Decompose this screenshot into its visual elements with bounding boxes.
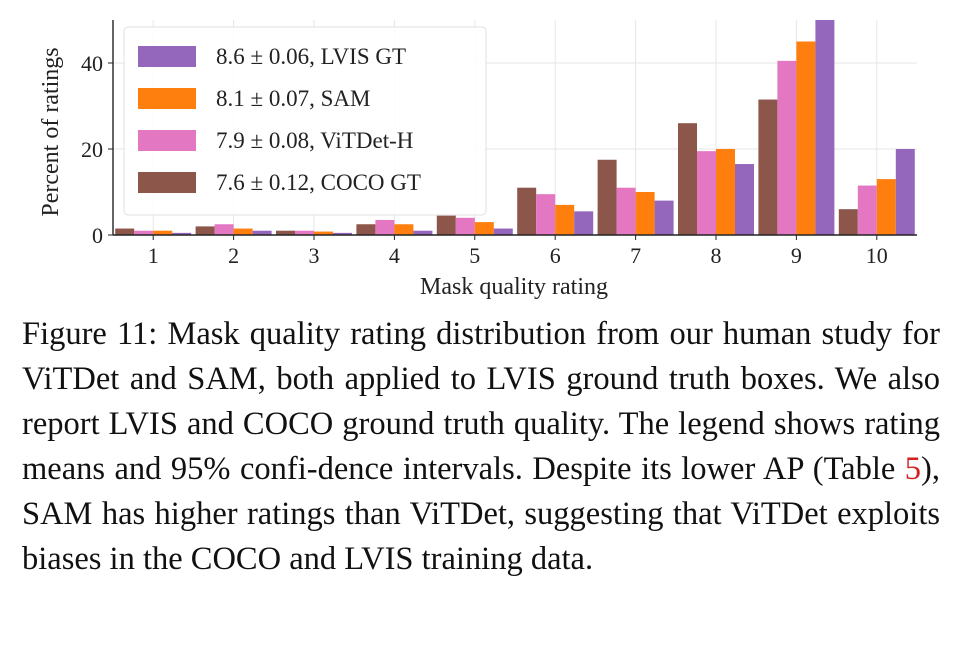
bar-vitdet-h-4 [375, 219, 395, 235]
bar-vitdet-h-9 [777, 60, 797, 235]
bar-coco-gt-8 [678, 123, 697, 235]
legend-swatch [138, 172, 196, 193]
legend-label: 7.9 ± 0.08, ViTDet-H [216, 128, 413, 153]
bar-coco-gt-5 [436, 215, 456, 235]
bar-sam-3 [314, 231, 333, 235]
bar-coco-gt-7 [597, 159, 617, 235]
bar-coco-gt-2 [195, 226, 215, 235]
bar-coco-gt-4 [356, 224, 376, 235]
bar-lvis-gt-3 [333, 232, 352, 235]
bar-lvis-gt-5 [493, 228, 513, 235]
bar-vitdet-h-2 [214, 224, 234, 235]
x-tick-label: 1 [148, 243, 159, 268]
bar-sam-8 [716, 149, 735, 235]
bar-sam-9 [796, 41, 816, 235]
y-tick-label: 40 [81, 51, 103, 76]
bar-coco-gt-10 [838, 209, 858, 235]
y-axis-label: Percent of ratings [38, 47, 64, 216]
bar-coco-gt-9 [758, 99, 778, 235]
x-tick-label: 8 [711, 243, 722, 268]
caption-text: Figure 11: Mask quality rating distribut… [22, 316, 940, 487]
axes [112, 20, 917, 236]
legend-swatch [138, 46, 196, 67]
bar-lvis-gt-6 [574, 211, 594, 235]
table-reference-link[interactable]: 5 [904, 451, 922, 487]
legend-swatch [138, 88, 196, 109]
legend-frame [123, 26, 487, 216]
legend-swatch [138, 130, 196, 151]
x-tick-label: 6 [550, 243, 561, 268]
bar-sam-5 [474, 222, 494, 235]
x-tick-label: 5 [469, 243, 480, 268]
bar-vitdet-h-10 [857, 185, 877, 235]
bar-vitdet-h-5 [455, 217, 475, 235]
bar-vitdet-h-3 [295, 230, 314, 235]
bar-lvis-gt-10 [895, 149, 915, 235]
bar-vitdet-h-8 [697, 151, 716, 235]
bar-sam-2 [233, 228, 253, 235]
bar-sam-6 [555, 204, 575, 235]
x-tick-label: 7 [630, 243, 641, 268]
x-tick-label: 3 [309, 243, 320, 268]
bar-vitdet-h-6 [536, 194, 556, 235]
y-tick-label: 20 [81, 137, 103, 162]
bar-lvis-gt-2 [252, 230, 272, 235]
bar-lvis-gt-1 [172, 232, 192, 235]
bar-coco-gt-3 [276, 230, 295, 235]
legend: 8.6 ± 0.06, LVIS GT 8.1 ± 0.07, SAM 7.9 ± … [123, 26, 487, 216]
bar-coco-gt-1 [115, 228, 135, 235]
figure-caption: Figure 11: Mask quality rating distribut… [22, 312, 940, 582]
bar-sam-4 [394, 224, 414, 235]
x-axis-label: Mask quality rating [420, 274, 608, 300]
bars-group [115, 20, 915, 235]
legend-label: 8.6 ± 0.06, LVIS GT [216, 44, 406, 69]
x-tick-label: 10 [866, 243, 888, 268]
bar-vitdet-h-1 [134, 230, 154, 235]
bar-sam-7 [635, 192, 655, 235]
tick-labels: 1 2 3 4 5 6 7 8 9 10 0 20 40 [81, 51, 888, 268]
bar-lvis-gt-8 [735, 164, 754, 235]
legend-label: 8.1 ± 0.07, SAM [216, 86, 370, 111]
x-tick-label: 9 [791, 243, 802, 268]
x-tick-label: 4 [389, 243, 400, 268]
caption-text-end: ), SAM has higher ratings than ViTDet, s… [22, 451, 940, 577]
bar-chart: 1 2 3 4 5 6 7 8 9 10 0 20 40 Mask quality rating Per… [38, 20, 917, 300]
bar-lvis-gt-4 [413, 230, 433, 235]
legend-label: 7.6 ± 0.12, COCO GT [216, 170, 421, 195]
bar-vitdet-h-7 [616, 187, 636, 235]
bar-lvis-gt-9 [815, 20, 835, 235]
bar-sam-1 [153, 230, 173, 235]
bar-lvis-gt-7 [654, 200, 674, 235]
y-tick-label: 0 [92, 223, 103, 248]
bar-sam-10 [876, 179, 896, 235]
x-tick-label: 2 [228, 243, 239, 268]
bar-coco-gt-6 [517, 187, 537, 235]
